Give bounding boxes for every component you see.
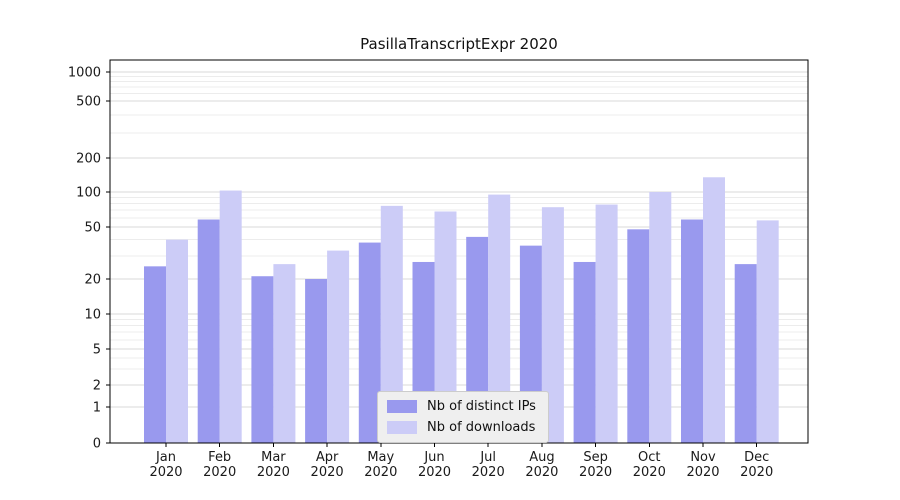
y-tick-label: 100 xyxy=(76,186,101,201)
x-tick-label-year: 2020 xyxy=(579,465,612,480)
bar-downloads-oct xyxy=(649,192,672,443)
x-tick-label-year: 2020 xyxy=(311,465,344,480)
x-tick-label-month: Sep xyxy=(583,450,608,465)
bar-downloads-sep xyxy=(595,204,618,443)
y-tick-label: 0 xyxy=(93,437,101,452)
x-tick-label-month: Nov xyxy=(690,450,716,465)
x-tick-label-month: Jul xyxy=(479,450,496,465)
x-tick-label-month: Jan xyxy=(155,450,176,465)
y-tick-label: 20 xyxy=(84,273,101,288)
legend-item-downloads: Nb of downloads xyxy=(387,420,536,435)
x-tick-label-year: 2020 xyxy=(149,465,182,480)
x-tick-label-year: 2020 xyxy=(364,465,397,480)
bar-downloads-jul xyxy=(488,194,511,443)
x-tick-label-year: 2020 xyxy=(203,465,236,480)
x-tick-label-month: Oct xyxy=(638,450,660,465)
x-tick-label-year: 2020 xyxy=(418,465,451,480)
legend-swatch-distinct-ips xyxy=(387,400,417,413)
legend-label-distinct-ips: Nb of distinct IPs xyxy=(427,399,536,414)
y-tick-label: 50 xyxy=(84,221,101,236)
bar-downloads-may xyxy=(380,205,403,443)
bar-downloads-jan xyxy=(166,239,188,443)
y-tick-label: 5 xyxy=(93,343,101,358)
bar-distinct-ips-may xyxy=(358,242,381,443)
x-tick-label-month: Aug xyxy=(529,450,554,465)
x-tick-label-year: 2020 xyxy=(633,465,666,480)
y-tick-label: 1 xyxy=(93,401,101,416)
x-tick-label-month: Mar xyxy=(261,450,286,465)
y-tick-label: 2 xyxy=(93,379,101,394)
x-tick-label-year: 2020 xyxy=(525,465,558,480)
x-tick-label-month: Apr xyxy=(316,450,339,465)
bar-distinct-ips-jan xyxy=(144,266,166,443)
y-tick-label: 500 xyxy=(76,95,101,110)
x-tick-label-year: 2020 xyxy=(740,465,773,480)
x-tick-label-month: May xyxy=(367,450,394,465)
bar-downloads-aug xyxy=(541,207,564,443)
x-tick-label-month: Dec xyxy=(744,450,769,465)
bar-downloads-dec xyxy=(756,220,779,443)
x-tick-label-year: 2020 xyxy=(686,465,719,480)
x-tick-label-month: Jun xyxy=(423,450,444,465)
x-tick-label-year: 2020 xyxy=(257,465,290,480)
y-tick-label: 200 xyxy=(76,152,101,167)
bar-distinct-ips-oct xyxy=(627,229,650,443)
bar-downloads-feb xyxy=(219,190,242,443)
chart-title: PasillaTranscriptExpr 2020 xyxy=(360,35,558,53)
bar-distinct-ips-feb xyxy=(197,219,220,443)
bar-downloads-mar xyxy=(273,264,296,443)
legend-item-distinct-ips: Nb of distinct IPs xyxy=(387,399,536,414)
legend-label-downloads: Nb of downloads xyxy=(427,420,536,435)
legend: Nb of distinct IPs Nb of downloads xyxy=(377,391,549,443)
y-tick-label: 10 xyxy=(84,308,101,323)
legend-swatch-downloads xyxy=(387,421,417,434)
x-tick-label-month: Feb xyxy=(208,450,231,465)
bar-distinct-ips-mar xyxy=(251,276,274,443)
bar-distinct-ips-dec xyxy=(734,264,757,443)
plot-border xyxy=(109,59,809,444)
bar-distinct-ips-nov xyxy=(681,219,703,443)
x-tick-label-year: 2020 xyxy=(472,465,505,480)
bar-distinct-ips-apr xyxy=(305,279,328,443)
bar-downloads-jun xyxy=(434,211,457,443)
bar-distinct-ips-sep xyxy=(573,261,596,443)
y-tick-label: 1000 xyxy=(68,66,101,81)
bar-downloads-apr xyxy=(327,250,350,443)
bar-downloads-nov xyxy=(703,177,725,444)
